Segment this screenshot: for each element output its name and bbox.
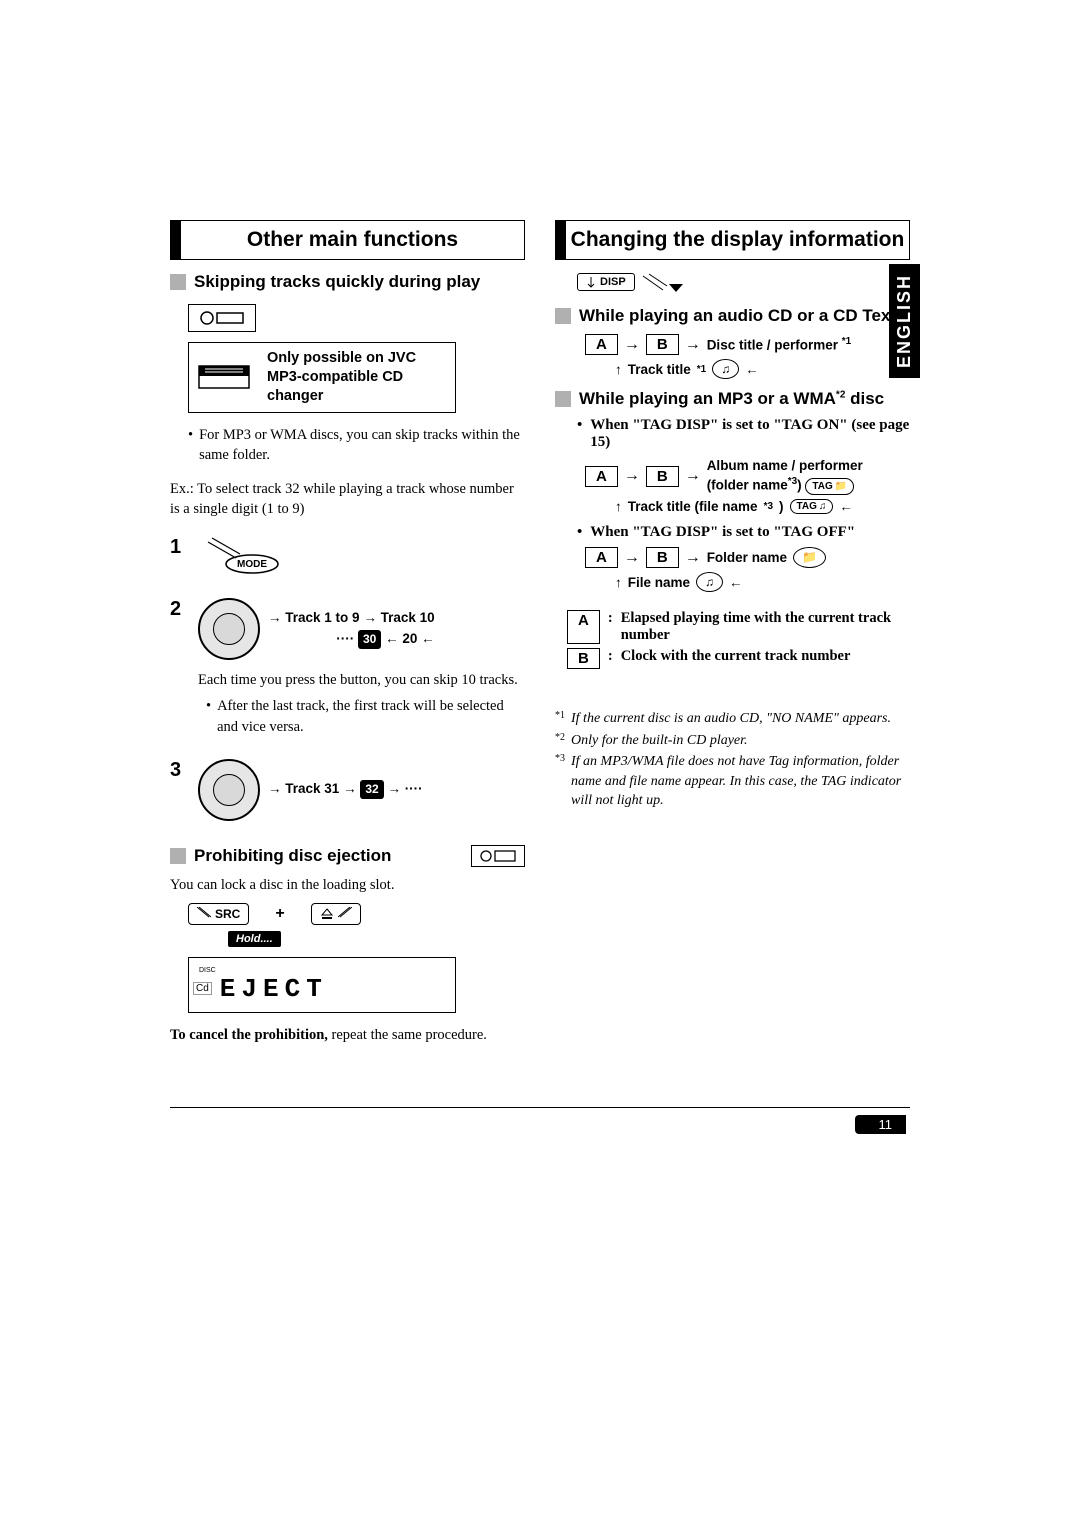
flow-audiocd: A → B → Disc title / performer *1 xyxy=(585,334,910,355)
b-box: B xyxy=(646,334,679,355)
b-box: B xyxy=(646,547,679,568)
example-text: Ex.: To select track 32 while playing a … xyxy=(170,479,525,520)
src-eject-row: SRC + xyxy=(188,903,525,925)
page-content: Other main functions Skipping tracks qui… xyxy=(170,220,910,1046)
title-text-2: Changing the display information xyxy=(566,221,909,259)
subheading-skipping: Skipping tracks quickly during play xyxy=(170,272,525,292)
a-box: A xyxy=(585,334,618,355)
subheading-text-2: Prohibiting disc ejection xyxy=(194,846,391,866)
square-bullet-icon xyxy=(555,308,571,324)
title-stripe xyxy=(171,221,181,259)
src-button: SRC xyxy=(188,903,249,925)
flow-tagoff: A → B → Folder name 📁 xyxy=(585,547,910,568)
step-2: 2 → Track 1 to 9 → Track 10 ···· 30 ← 20… xyxy=(170,598,525,743)
square-bullet-icon xyxy=(555,391,571,407)
remote-icon-box xyxy=(188,304,256,332)
subheading-text-3: While playing an audio CD or a CD Text xyxy=(579,306,896,326)
flow-tracktitle-file: ↑ Track title (file name*3) TAG♫ ← xyxy=(615,499,910,514)
folder-name-label: Folder name xyxy=(707,550,787,565)
album-perf-label: Album name / performer (folder name*3) T… xyxy=(707,457,863,495)
lock-text: You can lock a disc in the loading slot. xyxy=(170,875,525,895)
a-box: A xyxy=(567,610,600,644)
remote-icon xyxy=(197,309,247,327)
left-column: Other main functions Skipping tracks qui… xyxy=(170,220,525,1046)
tag-note-icon: TAG♫ xyxy=(790,499,834,514)
subheading-prohibit: Prohibiting disc ejection xyxy=(170,845,525,867)
legend-block: A : Elapsed playing time with the curren… xyxy=(555,610,910,669)
disc-title-label: Disc title / performer *1 xyxy=(707,336,852,353)
step-3: 3 → Track 31 → 32 → ···· xyxy=(170,759,525,821)
cd-changer-icon xyxy=(189,343,259,412)
subheading-audiocd: While playing an audio CD or a CD Text xyxy=(555,306,910,326)
subheading-text-4: While playing an MP3 or a WMA*2 disc xyxy=(579,389,884,409)
step2-bullet: After the last track, the first track wi… xyxy=(206,696,525,737)
flow-track-title: ↑ Track title*1 ♫ ← xyxy=(615,359,910,379)
hold-label: Hold.... xyxy=(228,929,525,947)
right-column: Changing the display information DISP Wh… xyxy=(555,220,910,1046)
mode-button-diagram: MODE xyxy=(198,536,282,582)
legend-a-text: Elapsed playing time with the current tr… xyxy=(621,610,910,644)
square-bullet-icon xyxy=(170,848,186,864)
bullet-mp3-wma: For MP3 or WMA discs, you can skip track… xyxy=(188,425,525,466)
eject-icon xyxy=(320,907,334,921)
eject-lcd-display: DISC Cd EJECT xyxy=(188,957,456,1013)
legend-a: A : Elapsed playing time with the curren… xyxy=(567,610,910,644)
step-num-2: 2 xyxy=(170,598,188,743)
footer-rule xyxy=(170,1107,910,1108)
footnote-3: *3 If an MP3/WMA file does not have Tag … xyxy=(555,752,910,811)
callout-text: Only possible on JVC MP3-compatible CD c… xyxy=(259,343,455,412)
bullet-text: For MP3 or WMA discs, you can skip track… xyxy=(199,425,525,466)
step-num-1: 1 xyxy=(170,536,188,582)
tag-folder-icon: TAG📁 xyxy=(805,478,854,495)
footnotes: *1 If the current disc is an audio CD, "… xyxy=(555,709,910,811)
a-box: A xyxy=(585,466,618,487)
step-num-3: 3 xyxy=(170,759,188,821)
page-number: 11 xyxy=(855,1115,907,1134)
cancel-text: To cancel the prohibition, repeat the sa… xyxy=(170,1025,525,1045)
step-1: 1 MODE xyxy=(170,536,525,582)
track-seq-2: ···· 30 ← 20 ← xyxy=(268,630,435,649)
track-seq: → Track 1 to 9 → Track 10 xyxy=(268,609,435,628)
svg-text:MODE: MODE xyxy=(237,559,267,570)
control-wheel-icon xyxy=(198,598,260,660)
legend-b-text: Clock with the current track number xyxy=(621,648,851,669)
control-wheel-icon-2 xyxy=(198,759,260,821)
music-note-icon: ♫ xyxy=(712,359,739,379)
music-note-icon: ♫ xyxy=(696,572,723,592)
step2-desc: Each time you press the button, you can … xyxy=(198,670,525,690)
plus-icon: + xyxy=(275,905,284,923)
cond-tag-off: When "TAG DISP" is set to "TAG OFF" xyxy=(577,524,910,541)
title-text: Other main functions xyxy=(181,221,524,259)
section-title-display: Changing the display information xyxy=(555,220,910,260)
folder-icon: 📁 xyxy=(793,547,826,568)
flow-filename: ↑ File name ♫ ← xyxy=(615,572,910,592)
section-title-other: Other main functions xyxy=(170,220,525,260)
callout-jvc: Only possible on JVC MP3-compatible CD c… xyxy=(188,342,456,413)
eject-button xyxy=(311,903,361,925)
footnote-2: *2 Only for the built-in CD player. xyxy=(555,731,910,751)
legend-b: B : Clock with the current track number xyxy=(567,648,910,669)
square-bullet-icon xyxy=(170,274,186,290)
remote-icon-small xyxy=(471,845,525,867)
subheading-mp3wma: While playing an MP3 or a WMA*2 disc xyxy=(555,389,910,409)
footnote-1: *1 If the current disc is an audio CD, "… xyxy=(555,709,910,729)
a-box: A xyxy=(585,547,618,568)
b-box: B xyxy=(646,466,679,487)
flow-tagon: A → B → Album name / performer (folder n… xyxy=(585,457,910,495)
track31-seq: → Track 31 → 32 → ···· xyxy=(268,780,423,799)
b-box: B xyxy=(567,648,600,669)
cond-tag-on: When "TAG DISP" is set to "TAG ON" (see … xyxy=(577,417,910,451)
title-stripe xyxy=(556,221,566,259)
disp-button-diagram: DISP xyxy=(577,272,910,296)
subheading-text: Skipping tracks quickly during play xyxy=(194,272,480,292)
